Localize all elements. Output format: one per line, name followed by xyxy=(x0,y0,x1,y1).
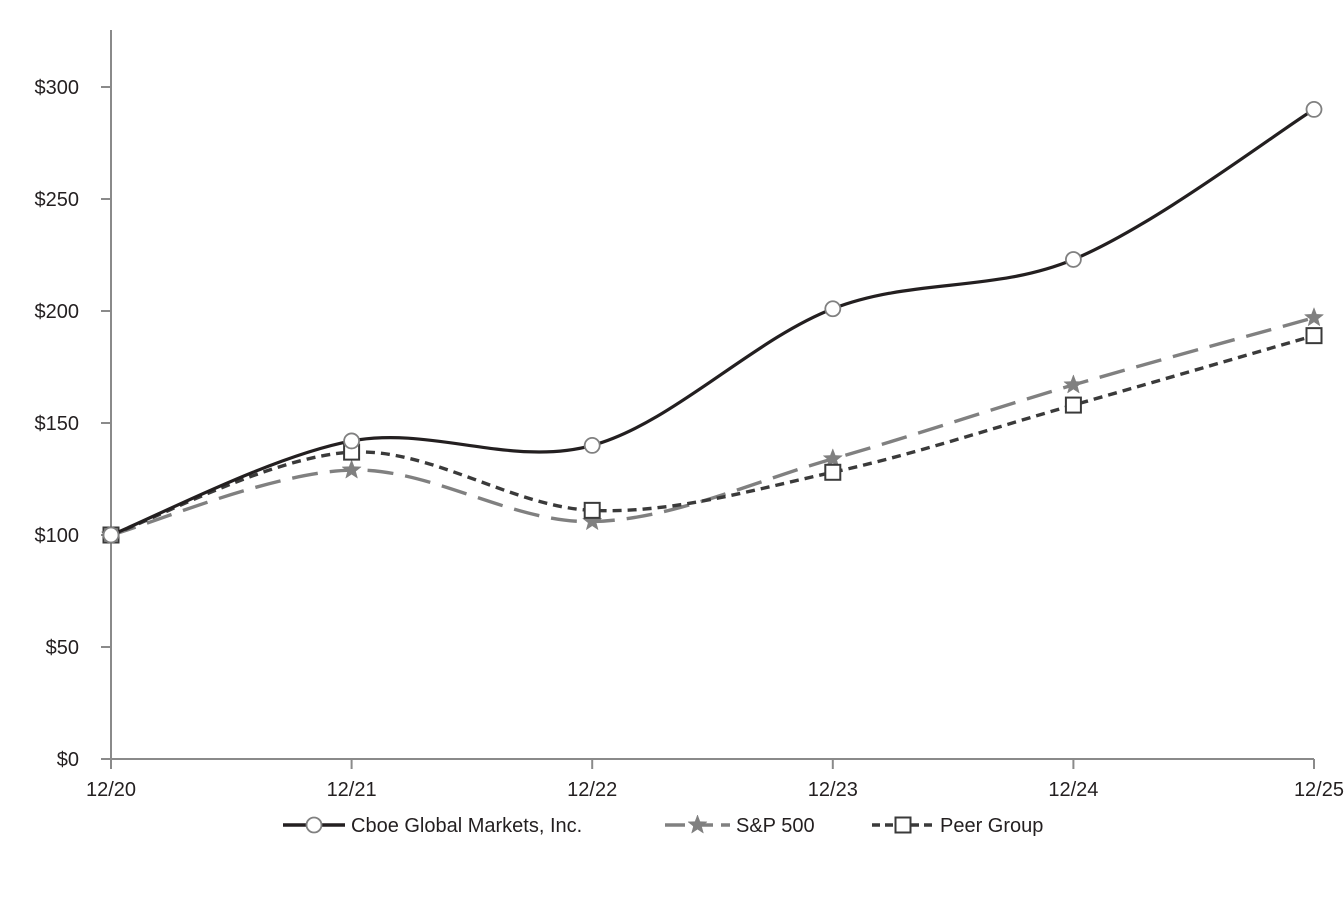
y-tick-label: $150 xyxy=(35,413,80,435)
y-tick-label: $200 xyxy=(35,301,80,323)
x-tick-label: 12/24 xyxy=(1048,779,1098,801)
data-point xyxy=(1305,101,1323,118)
legend-marker xyxy=(305,816,323,834)
legend-marker xyxy=(687,814,708,834)
y-tick-label: $100 xyxy=(35,525,80,547)
data-point xyxy=(1303,307,1325,327)
legend-item: Cboe Global Markets, Inc. xyxy=(283,815,582,837)
data-point xyxy=(341,459,362,479)
series-1 xyxy=(100,307,1325,544)
data-point xyxy=(824,300,842,318)
data-point xyxy=(102,526,120,544)
x-axis-ticks: 12/20 12/21 12/22 12/23 12/24 12/25 xyxy=(86,759,1344,801)
series-0 xyxy=(102,101,1323,544)
data-point xyxy=(583,501,601,519)
data-point xyxy=(583,436,601,454)
legend-label: S&P 500 xyxy=(736,815,815,837)
series-layer xyxy=(100,101,1325,544)
legend-label: Cboe Global Markets, Inc. xyxy=(351,815,582,837)
data-point xyxy=(1305,327,1323,345)
legend-marker xyxy=(894,816,912,834)
y-tick-label: $300 xyxy=(35,77,80,99)
series-2 xyxy=(102,327,1323,544)
y-tick-label: $0 xyxy=(57,749,79,771)
legend-label: Peer Group xyxy=(940,815,1043,837)
x-tick-label: 12/22 xyxy=(567,779,617,801)
legend-item: S&P 500 xyxy=(665,814,815,837)
data-point xyxy=(1063,374,1084,394)
series-line xyxy=(110,316,1315,537)
x-tick-label: 12/21 xyxy=(327,779,377,801)
series-line xyxy=(110,108,1315,537)
y-tick-label: $250 xyxy=(35,189,80,211)
data-point xyxy=(1064,396,1082,414)
x-tick-label: 12/23 xyxy=(808,779,858,801)
y-axis-ticks: $0 $50 $100 $150 $200 $250 $300 xyxy=(35,77,111,771)
data-point xyxy=(822,448,843,468)
y-tick-label: $50 xyxy=(46,637,79,659)
chart-axes xyxy=(110,30,1314,760)
x-tick-label: 12/20 xyxy=(86,779,136,801)
series-line xyxy=(110,334,1315,537)
data-point xyxy=(343,432,361,450)
x-tick-label: 12/25 xyxy=(1294,779,1344,801)
data-point xyxy=(1065,251,1082,268)
legend: Cboe Global Markets, Inc. S&P 500 Peer Gro… xyxy=(283,814,1043,837)
data-point xyxy=(824,463,842,481)
legend-item: Peer Group xyxy=(872,815,1043,837)
